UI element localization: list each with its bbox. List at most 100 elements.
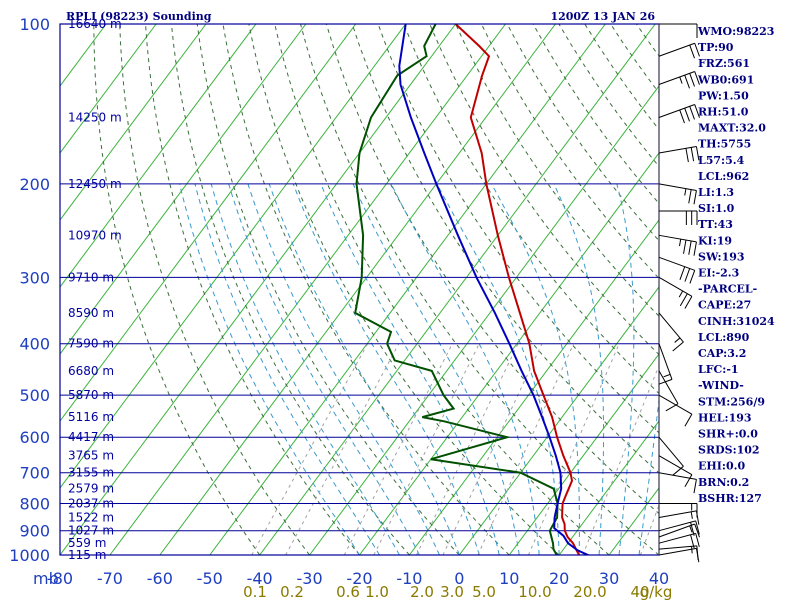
- pressure-label: 500: [19, 386, 50, 405]
- barb-flag: [695, 520, 700, 535]
- isotherm-line: [458, 286, 659, 555]
- dry-adiabat-line: [480, 24, 659, 280]
- temperature-tick-label: 20: [549, 569, 569, 588]
- height-label: 559 m: [68, 536, 106, 550]
- dry-adiabat-line: [170, 24, 410, 555]
- barb-flag: [665, 403, 679, 412]
- height-label: 3765 m: [68, 449, 114, 463]
- temperature-tick-label: -10: [396, 569, 422, 588]
- isotherm-line: [60, 24, 456, 555]
- height-label: 2579 m: [68, 482, 114, 496]
- wind-barb: [658, 234, 697, 256]
- barb-flag: [694, 43, 700, 57]
- pressure-label: 900: [19, 522, 50, 541]
- wind-barb: [658, 343, 673, 385]
- barb-flag: [658, 378, 673, 385]
- height-label: 6680 m: [68, 364, 114, 378]
- index-line: WMO:98223: [697, 25, 774, 38]
- barb-shaft: [658, 104, 695, 118]
- barb-flag: [690, 534, 695, 549]
- barb-shaft: [658, 547, 697, 556]
- barb-shaft: [658, 394, 693, 415]
- index-line: RH:51.0: [698, 106, 749, 119]
- barb-flag: [678, 290, 684, 298]
- barb-flag: [672, 341, 684, 352]
- barb-shaft: [658, 370, 679, 405]
- barb-flag: [689, 73, 695, 87]
- isotherm-lines: [60, 24, 659, 555]
- wind-barb: [658, 183, 697, 205]
- index-line: MAXT:32.0: [698, 122, 766, 135]
- wind-barb: [658, 42, 700, 59]
- moist-adiabat-line: [320, 183, 500, 555]
- index-line: HEL:193: [698, 411, 752, 424]
- barb-flag: [694, 104, 700, 118]
- barb-flag: [684, 474, 693, 488]
- barb-flag: [689, 525, 693, 533]
- mixing-ratio-label: 0.6: [336, 583, 360, 600]
- temperature-tick-label: 30: [599, 569, 619, 588]
- wind-barb: [658, 532, 700, 549]
- isotherm-line: [60, 24, 207, 221]
- barb-flag: [695, 533, 700, 547]
- barb-shaft: [658, 510, 697, 519]
- mixing-ratio-line: [343, 343, 453, 555]
- wind-barb: [659, 23, 698, 38]
- isotherm-line: [60, 24, 257, 288]
- barb-shaft: [658, 523, 695, 538]
- height-label: 16640 m: [68, 17, 122, 31]
- isotherm-line: [60, 24, 157, 154]
- temperature-tick-label: 40: [649, 569, 669, 588]
- barb-flag: [672, 465, 684, 476]
- pressure-unit-label: mb: [33, 569, 59, 588]
- pressure-label: 200: [19, 175, 50, 194]
- barb-flag: [694, 523, 700, 538]
- index-line: EI:-2.3: [698, 267, 739, 280]
- height-label: 115 m: [68, 548, 106, 562]
- pressure-label: 100: [19, 15, 50, 34]
- pressure-label: 700: [19, 464, 50, 483]
- index-line: FRZ:561: [698, 57, 750, 70]
- isotherm-line: [259, 24, 656, 555]
- wind-barb: [658, 436, 684, 476]
- pressure-label: 400: [19, 335, 50, 354]
- barb-shaft: [658, 145, 697, 154]
- index-line: SI:1.0: [698, 202, 735, 215]
- barb-shaft: [658, 234, 697, 243]
- height-label: 9710 m: [68, 270, 114, 284]
- dry-adiabat-line: [145, 24, 360, 555]
- barb-flag: [693, 241, 697, 256]
- index-line: EHI:0.0: [698, 460, 745, 473]
- wind-barbs: [658, 23, 700, 563]
- height-label: 8590 m: [68, 306, 114, 320]
- height-label: 3155 m: [68, 466, 114, 480]
- height-label: 12450 m: [68, 177, 122, 191]
- isotherm-line: [109, 24, 506, 555]
- sounding-traces: [354, 24, 591, 555]
- barb-flag: [674, 337, 681, 343]
- wind-barb: [658, 455, 693, 488]
- isotherm-line: [309, 85, 659, 555]
- barb-flag: [693, 190, 697, 205]
- barb-flag: [684, 188, 687, 196]
- isotherm-line: [359, 152, 659, 555]
- index-line: PW:1.50: [698, 89, 749, 102]
- barb-flag: [679, 109, 685, 124]
- height-label: 5116 m: [68, 410, 114, 424]
- index-line: STM:256/9: [698, 395, 765, 408]
- isotherm-line: [558, 420, 659, 555]
- barb-flag: [683, 239, 687, 254]
- dry-adiabat-line: [93, 24, 261, 555]
- dry-adiabat-line: [274, 24, 610, 555]
- barb-flag: [689, 44, 695, 59]
- isotherm-line: [60, 24, 307, 355]
- temperature-tick-label: 10: [499, 569, 519, 588]
- pressure-axis-labels: 100 200 300 400 500 600 700 800 900 1000: [9, 15, 50, 565]
- station-title: RPLI (98223) Sounding: [66, 10, 212, 23]
- barb-flag: [690, 522, 695, 536]
- wind-barb: [658, 145, 700, 163]
- temperature-trace: [454, 24, 581, 555]
- barb-flag: [679, 293, 688, 307]
- index-line: SW:193: [698, 250, 745, 263]
- pressure-label: 300: [19, 268, 50, 287]
